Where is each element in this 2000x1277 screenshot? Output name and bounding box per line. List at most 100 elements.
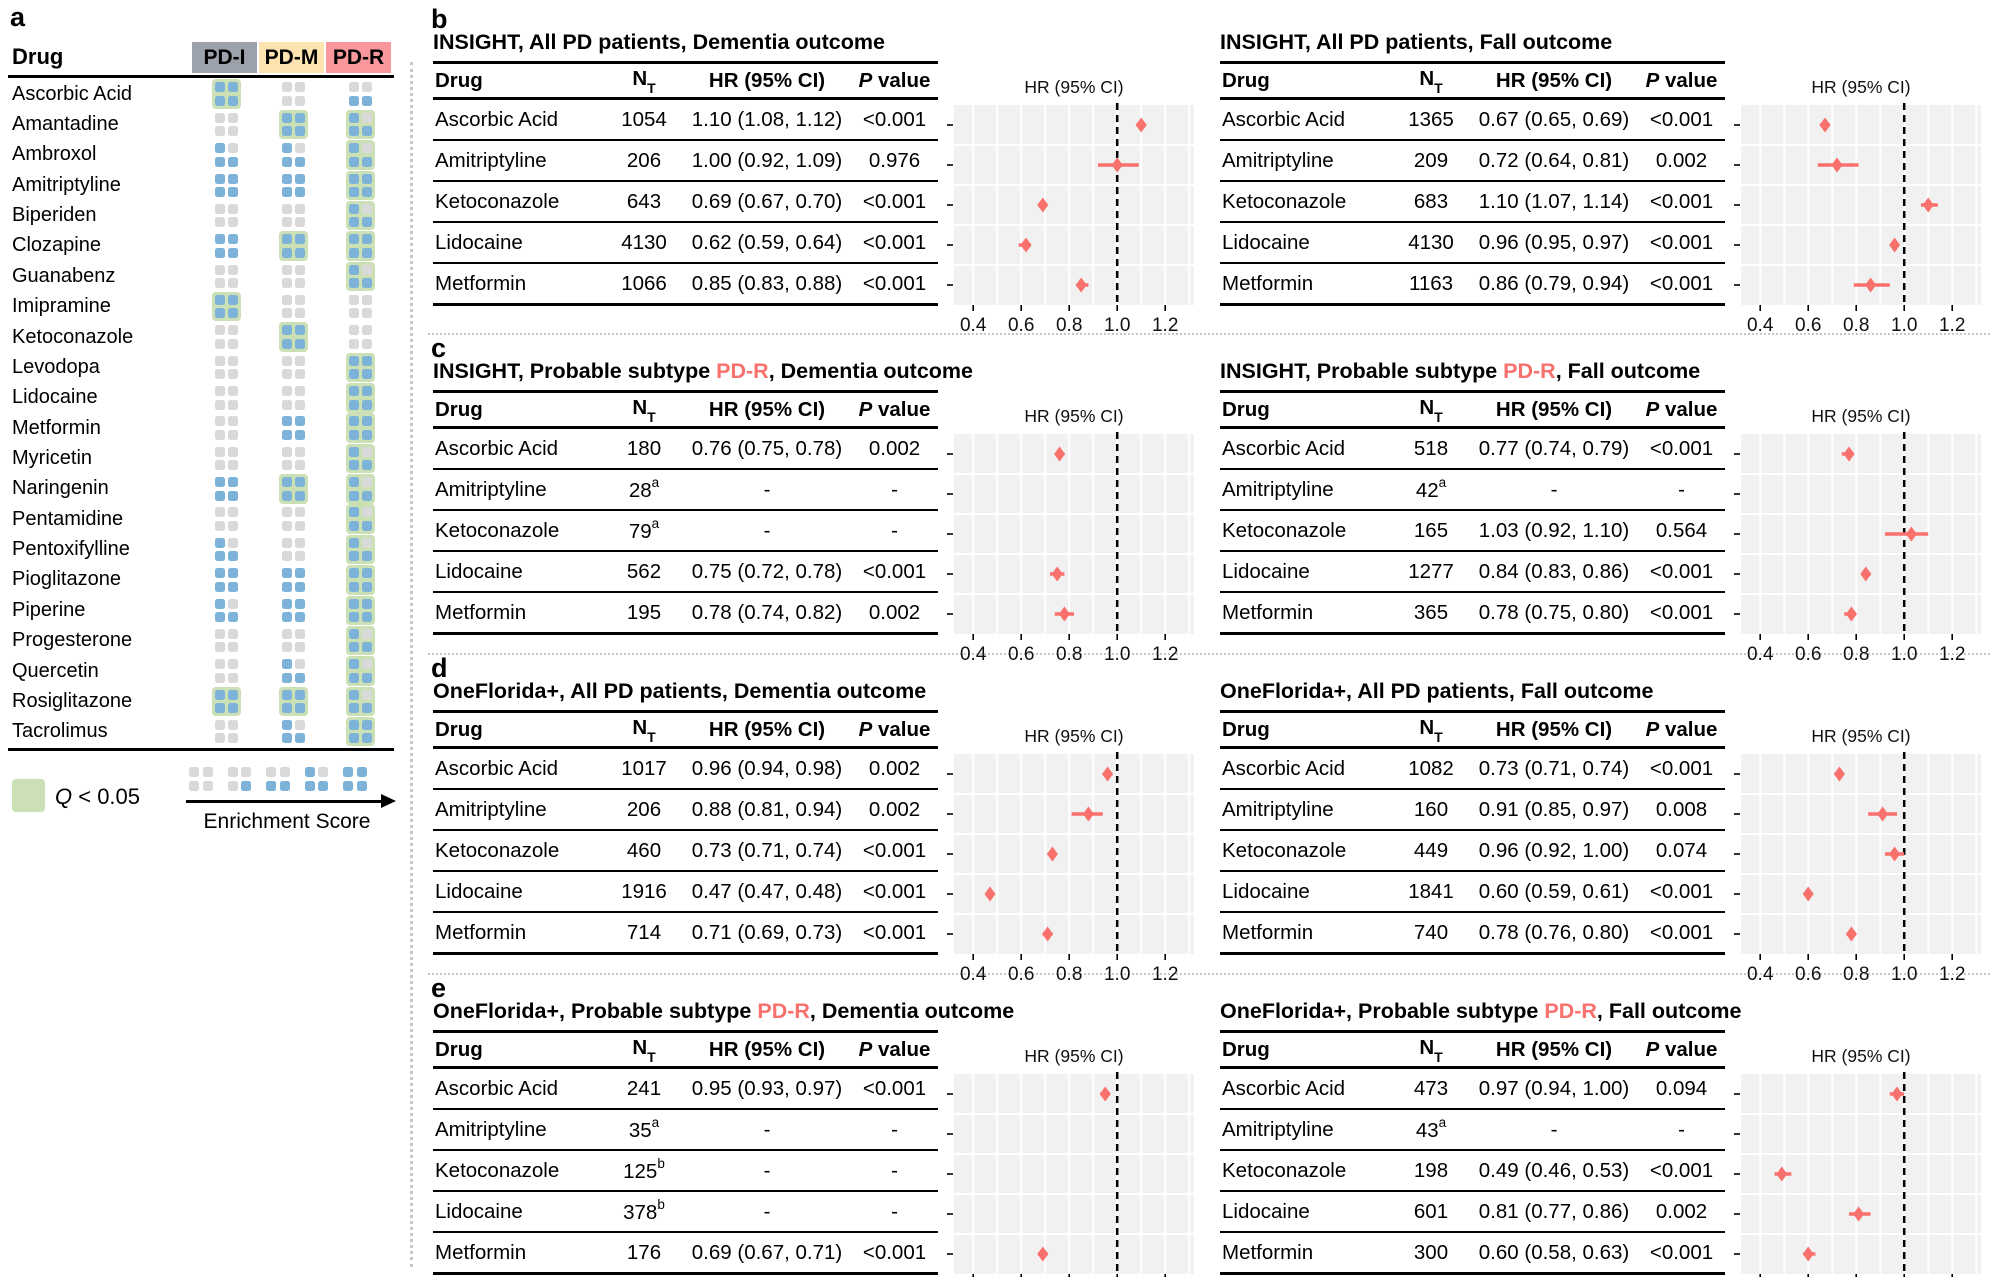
forest-plot: HR (95% CI) 0.4 0.6 0.8 1.0 1.2 [1734, 406, 1981, 665]
enrichment-glyph-score-4 [279, 171, 309, 201]
enrichment-glyph-score-3-significant [345, 686, 376, 717]
gray-square [228, 733, 239, 744]
enrichment-glyph-score-0 [279, 353, 309, 383]
blue-square [295, 733, 306, 744]
matrix-cell-pd-i [193, 262, 260, 292]
cell-hr-ci: 0.62 (0.59, 0.64) [683, 221, 851, 263]
blue-square [295, 247, 306, 258]
matrix-row: Levodopa [8, 352, 394, 383]
blue-square [295, 126, 306, 137]
drug-name: Pentoxifylline [12, 538, 130, 561]
cell-n-treated: 601 [1392, 1190, 1470, 1232]
cell-drug: Ascorbic Acid [435, 1076, 559, 1100]
enrichment-glyph-score-0 [212, 504, 242, 534]
forest-plot: HR (95% CI) 0.4 0.6 0.8 1.0 1.2 [947, 406, 1194, 665]
table-row: Amitriptyline 206 1.00 (0.92, 1.09) 0.976 [433, 139, 938, 181]
cell-p-value: <0.001 [851, 262, 938, 305]
matrix-cell-pd-r [327, 170, 394, 200]
cell-drug: Ketoconazole [433, 1149, 605, 1191]
footnote-marker: a [651, 474, 660, 490]
gray-square [228, 143, 239, 154]
blue-square [348, 659, 359, 670]
enrichment-glyph-score-4-significant [211, 291, 242, 322]
forest-plot: HR (95% CI) 0.4 0.6 0.8 1.0 1.2 [1734, 77, 1981, 336]
matrix-cell-pd-i [193, 596, 260, 626]
cell-drug: Metformin [1220, 911, 1392, 954]
gray-square [281, 386, 292, 397]
gray-square [295, 520, 306, 531]
q-threshold: < 0.05 [72, 784, 141, 809]
blue-square [304, 780, 315, 791]
matrix-cell-pd-r [327, 79, 394, 109]
cell-p-value: <0.001 [862, 107, 927, 131]
subpanel-title: INSIGHT, All PD patients, Fall outcome [1220, 30, 1613, 54]
x-tick-label: 1.0 [1104, 644, 1130, 665]
blue-square [295, 703, 306, 714]
matrix-cell-pd-m [260, 565, 327, 595]
gray-square [214, 112, 225, 123]
gray-square [228, 507, 239, 518]
blue-square [362, 247, 373, 258]
cell-p-value: <0.001 [851, 180, 938, 222]
cell-hr-ci: 0.97 (0.94, 1.00) [1478, 1076, 1630, 1100]
hr-point [1776, 1166, 1788, 1182]
gray-square [295, 537, 306, 548]
blue-square [214, 568, 225, 579]
matrix-cell-pd-m [260, 353, 327, 383]
drug-name: Metformin [12, 416, 101, 439]
blue-square [281, 477, 292, 488]
gray-square [228, 719, 239, 730]
blue-square [281, 173, 292, 184]
blue-square [362, 703, 373, 714]
blue-square [214, 156, 225, 167]
header-hr-ci: HR (95% CI) [1470, 711, 1638, 749]
matrix-cell-pd-m [260, 171, 327, 201]
table-row: Metformin 365 0.78 (0.75, 0.80) <0.001 [1220, 591, 1725, 634]
cell-n-treated: 4130 [1392, 221, 1470, 263]
matrix-cell-pd-i [193, 656, 260, 686]
matrix-cell-pd-i [193, 291, 260, 322]
blue-square [228, 477, 239, 488]
blue-square [362, 490, 373, 501]
blue-square [214, 598, 225, 609]
cell-p-value: - [1638, 468, 1725, 510]
x-tick-label: 0.6 [1008, 315, 1034, 336]
enrichment-glyph-score-0 [346, 322, 376, 352]
cell-n-treated: 79a [605, 509, 683, 551]
table-row: Ascorbic Acid 473 0.97 (0.94, 1.00) 0.094 [1220, 1068, 1725, 1110]
matrix-cell-pd-i [193, 535, 260, 565]
blue-square [348, 733, 359, 744]
blue-square [362, 733, 373, 744]
blue-square [348, 537, 359, 548]
hr-point [1042, 926, 1054, 942]
subpanel-d-right: OneFlorida+, All PD patients, Fall outco… [1220, 679, 2000, 994]
gray-square [281, 507, 292, 518]
enrichment-glyph-score-0 [279, 79, 309, 109]
vertical-dotted-separator [410, 62, 413, 1267]
header-p-value: P value [851, 1031, 938, 1069]
blue-square [362, 386, 373, 397]
table-row: Ketoconazole 125b - - [433, 1149, 938, 1191]
blue-square [348, 520, 359, 531]
blue-square [348, 719, 359, 730]
matrix-row: Ambroxol [8, 140, 394, 170]
blue-square [281, 689, 292, 700]
enrichment-score-scale [186, 764, 370, 794]
table-row: Ketoconazole 198 0.49 (0.46, 0.53) <0.001 [1220, 1149, 1725, 1191]
blue-square [362, 416, 373, 427]
blue-square [348, 642, 359, 653]
blue-square [348, 278, 359, 289]
matrix-cell-pd-i [193, 231, 260, 261]
gray-square [362, 203, 373, 214]
panel-e-label: e [431, 973, 447, 1003]
cell-hr-ci: 1.10 (1.07, 1.14) [1470, 180, 1638, 222]
table-row: Metformin 195 0.78 (0.74, 0.82) 0.002 [433, 591, 938, 634]
header-n-treated: NT [1392, 391, 1470, 429]
matrix-cell-pd-r [327, 625, 394, 656]
hr-point [1802, 1246, 1814, 1262]
matrix-cell-pd-m [260, 535, 327, 565]
matrix-cell-pd-i [193, 413, 260, 443]
gray-square [362, 628, 373, 639]
blue-square [362, 187, 373, 197]
blue-square [281, 568, 292, 579]
